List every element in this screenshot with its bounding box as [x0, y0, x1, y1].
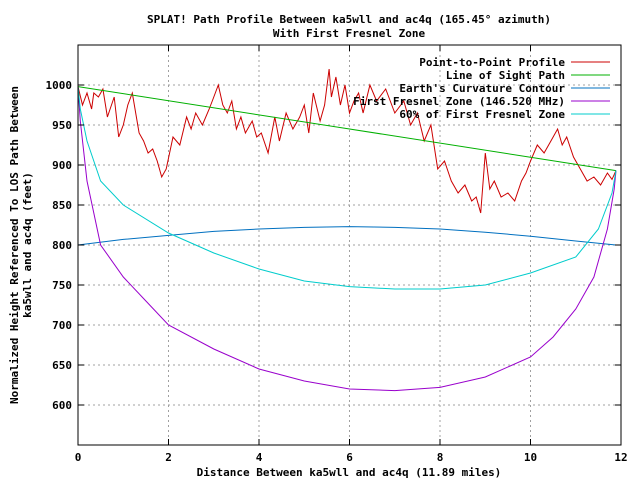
y-tick-label-2: 700 — [52, 319, 72, 332]
series-line-0 — [77, 68, 617, 214]
x-tick-label-2: 4 — [256, 451, 263, 464]
x-tick-label-0: 0 — [75, 451, 82, 464]
series-line-3 — [77, 86, 617, 392]
y-tick-label-8: 1000 — [46, 79, 73, 92]
series-line-1 — [77, 86, 617, 172]
series-line-4 — [77, 86, 617, 290]
grid-lines — [78, 45, 621, 445]
x-tick-label-5: 10 — [524, 451, 537, 464]
x-axis-label: Distance Between ka5wll and ac4q (11.89 … — [197, 466, 502, 479]
axis-ticks: 0 2 4 6 8 10 12 600 650 700 750 800 850 900 950 1000 — [46, 45, 628, 464]
chart-title: SPLAT! Path Profile Between ka5wll and a… — [147, 13, 551, 26]
y-tick-label-6: 900 — [52, 159, 72, 172]
legend-label-3: First Fresnel Zone (146.520 MHz) — [353, 95, 565, 108]
y-axis-label-line-1: Normalized Height Referenced To LOS Path… — [8, 86, 21, 404]
x-tick-label-1: 2 — [165, 451, 172, 464]
x-tick-label-6: 12 — [614, 451, 627, 464]
series-line-2 — [77, 226, 617, 246]
x-tick-label-4: 8 — [437, 451, 444, 464]
chart-subtitle: With First Fresnel Zone — [273, 27, 426, 40]
legend-label-1: Line of Sight Path — [446, 69, 565, 82]
y-axis-label-line-2: ka5wll and ac4q (feet) — [21, 172, 34, 318]
y-tick-label-3: 750 — [52, 279, 72, 292]
legend-label-0: Point-to-Point Profile — [419, 56, 565, 69]
y-tick-label-1: 650 — [52, 359, 72, 372]
y-tick-label-0: 600 — [52, 399, 72, 412]
y-tick-label-7: 950 — [52, 119, 72, 132]
legend-label-2: Earth's Curvature Contour — [399, 82, 565, 95]
y-tick-label-5: 850 — [52, 199, 72, 212]
series-lines — [77, 68, 617, 392]
x-tick-label-3: 6 — [346, 451, 353, 464]
legend-label-4: 60% of First Fresnel Zone — [399, 108, 565, 121]
y-tick-label-4: 800 — [52, 239, 72, 252]
